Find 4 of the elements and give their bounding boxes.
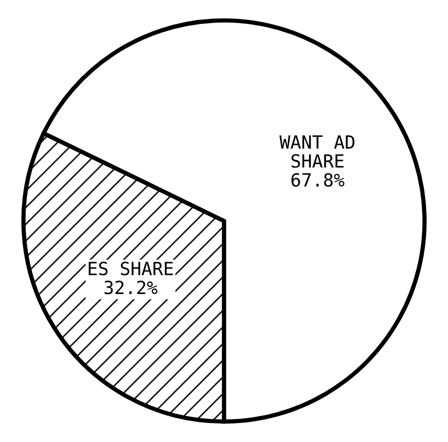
data-label: 67.8% [291, 173, 344, 187]
slice-label: ES SHARE [88, 262, 173, 276]
slice-label: WANT AD SHARE [279, 135, 354, 168]
data-label: 32.2% [104, 280, 158, 294]
